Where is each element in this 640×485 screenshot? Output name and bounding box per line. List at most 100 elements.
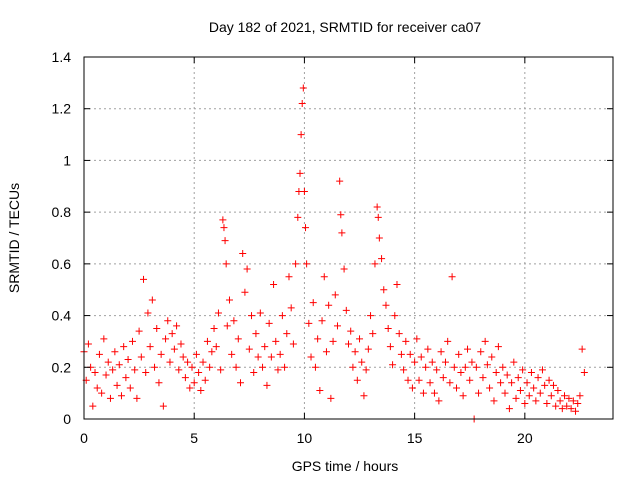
data-point bbox=[428, 358, 436, 366]
data-point bbox=[133, 394, 141, 402]
data-point bbox=[345, 340, 352, 348]
data-point bbox=[252, 330, 260, 338]
data-point bbox=[340, 265, 348, 273]
data-point bbox=[380, 286, 388, 294]
data-point bbox=[296, 169, 304, 177]
data-point bbox=[192, 350, 200, 358]
data-point bbox=[347, 327, 355, 335]
data-point bbox=[400, 366, 408, 374]
data-point bbox=[314, 335, 322, 343]
data-point bbox=[157, 350, 165, 358]
data-point bbox=[126, 384, 134, 392]
x-tick-label: 5 bbox=[190, 430, 198, 446]
data-point bbox=[239, 250, 247, 258]
data-point bbox=[329, 337, 337, 345]
data-point bbox=[457, 368, 465, 376]
data-point bbox=[283, 330, 291, 338]
data-point bbox=[100, 335, 108, 343]
data-point bbox=[572, 407, 580, 415]
data-point bbox=[173, 322, 181, 330]
data-point bbox=[510, 358, 518, 366]
data-point bbox=[217, 366, 225, 374]
data-point bbox=[151, 363, 159, 371]
data-point bbox=[199, 358, 207, 366]
data-point bbox=[201, 376, 209, 384]
y-tick-label: 0.2 bbox=[52, 359, 72, 375]
y-tick-label: 0 bbox=[63, 411, 71, 427]
data-point bbox=[320, 273, 328, 281]
data-point bbox=[468, 358, 476, 366]
data-point bbox=[574, 399, 582, 407]
data-point bbox=[373, 203, 381, 211]
data-point bbox=[98, 389, 106, 397]
ticks-layer: 0 0.2 0.4 0.6 0.8 1 1.2 1.4 0 5 10 15 20 bbox=[52, 49, 613, 446]
data-point bbox=[234, 335, 242, 343]
data-point bbox=[270, 281, 278, 289]
data-point bbox=[446, 379, 454, 387]
data-point bbox=[501, 389, 509, 397]
data-point bbox=[300, 187, 308, 195]
x-tick-label: 0 bbox=[80, 430, 88, 446]
data-point bbox=[120, 343, 128, 351]
data-point bbox=[91, 368, 99, 376]
data-point bbox=[84, 340, 92, 348]
data-point bbox=[475, 389, 483, 397]
data-point bbox=[115, 361, 123, 369]
data-point bbox=[197, 387, 205, 395]
data-point bbox=[481, 337, 489, 345]
data-point bbox=[263, 381, 271, 389]
y-tick-label: 0.8 bbox=[52, 204, 72, 220]
data-point bbox=[168, 330, 176, 338]
data-point bbox=[190, 379, 198, 387]
data-point bbox=[543, 399, 551, 407]
data-point bbox=[389, 361, 397, 369]
data-point bbox=[102, 371, 110, 379]
data-point bbox=[236, 379, 244, 387]
x-tick-label: 15 bbox=[407, 430, 423, 446]
data-point bbox=[243, 265, 251, 273]
data-point bbox=[349, 363, 357, 371]
data-point bbox=[261, 343, 269, 351]
data-point bbox=[222, 260, 230, 268]
data-point bbox=[113, 381, 121, 389]
data-point bbox=[554, 387, 562, 395]
data-point bbox=[93, 384, 101, 392]
data-point bbox=[302, 224, 310, 232]
data-point bbox=[516, 387, 524, 395]
data-point bbox=[417, 353, 425, 361]
data-point bbox=[486, 384, 494, 392]
data-point bbox=[124, 356, 132, 364]
data-point bbox=[477, 348, 485, 356]
data-point bbox=[549, 381, 557, 389]
data-point bbox=[448, 273, 456, 281]
data-point bbox=[166, 358, 174, 366]
data-point bbox=[210, 325, 218, 332]
data-point bbox=[117, 392, 125, 400]
data-point bbox=[534, 374, 542, 382]
data-point bbox=[146, 343, 154, 351]
data-point bbox=[538, 366, 546, 374]
data-point bbox=[336, 177, 344, 185]
data-point bbox=[382, 301, 390, 309]
data-point bbox=[547, 392, 555, 400]
data-point bbox=[254, 353, 262, 361]
chart-title: Day 182 of 2021, SRMTID for receiver ca0… bbox=[209, 19, 482, 35]
data-point bbox=[545, 376, 553, 384]
data-point bbox=[153, 325, 161, 332]
y-tick-label: 0.6 bbox=[52, 256, 72, 272]
data-point bbox=[322, 348, 330, 356]
data-point bbox=[488, 353, 496, 361]
data-point bbox=[453, 384, 461, 392]
data-point bbox=[378, 255, 386, 263]
data-point bbox=[274, 366, 282, 374]
data-point bbox=[461, 363, 469, 371]
data-point bbox=[532, 397, 540, 405]
data-point bbox=[164, 317, 172, 325]
data-point bbox=[175, 366, 183, 374]
data-point bbox=[386, 343, 394, 351]
data-point bbox=[527, 368, 535, 376]
data-point bbox=[294, 213, 302, 221]
y-tick-label: 0.4 bbox=[52, 308, 72, 324]
data-point bbox=[225, 296, 233, 304]
grid-layer bbox=[84, 57, 613, 419]
